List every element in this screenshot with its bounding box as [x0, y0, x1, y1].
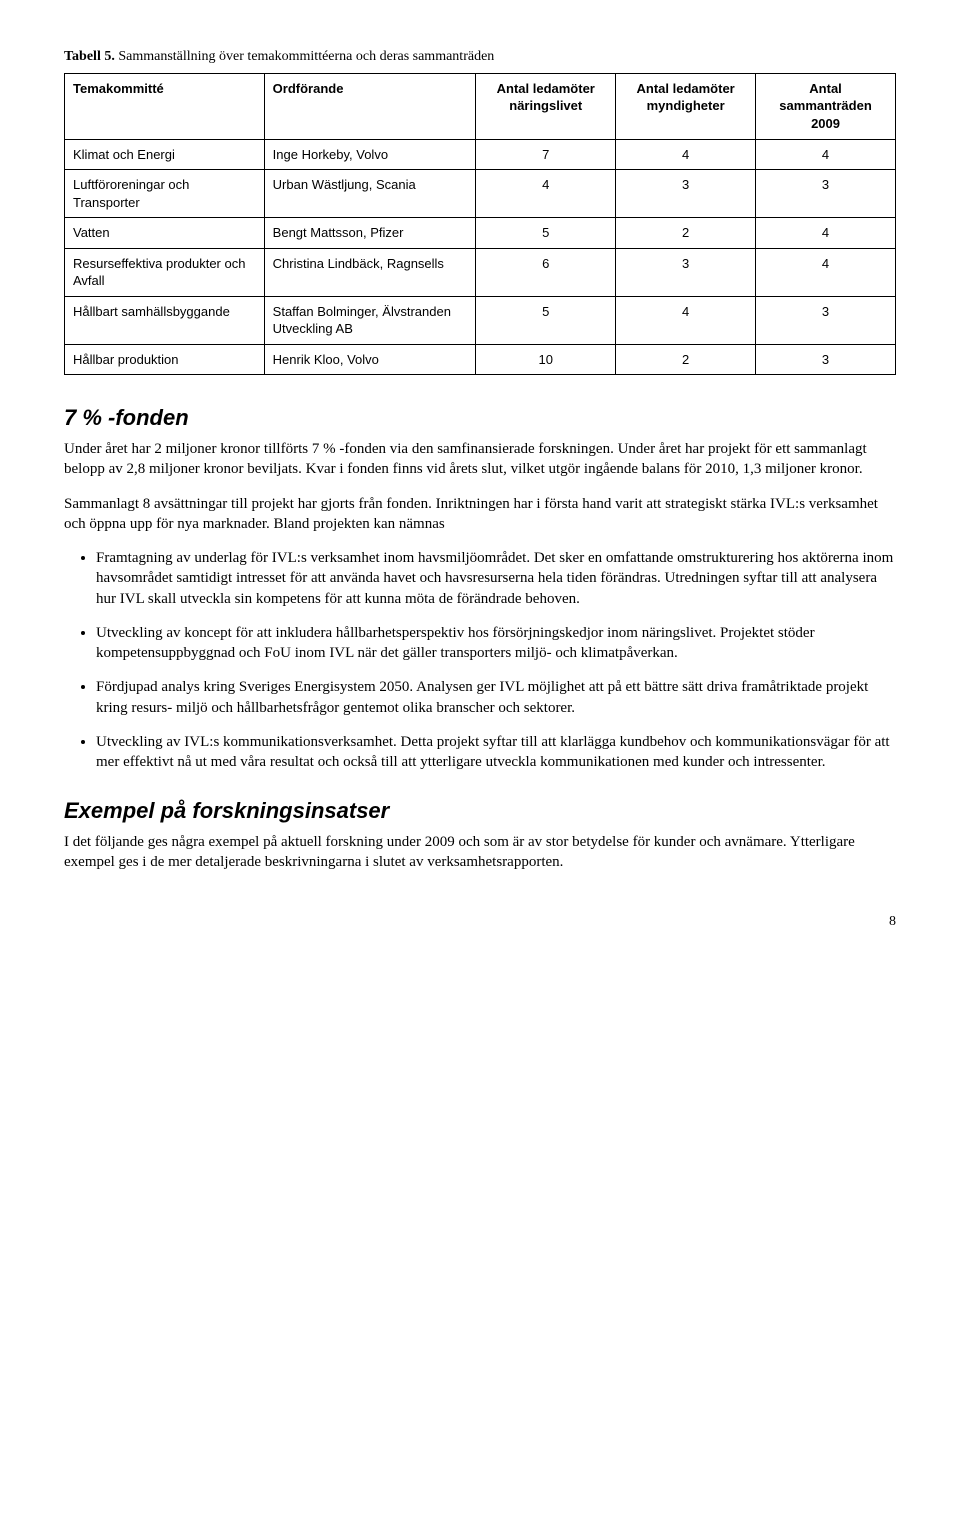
table-cell: 4	[756, 248, 896, 296]
body-paragraph: Under året har 2 miljoner kronor tillför…	[64, 439, 896, 480]
table-cell: 4	[616, 139, 756, 170]
table-cell: Urban Wästljung, Scania	[264, 170, 476, 218]
table-cell: 3	[616, 170, 756, 218]
table-row: VattenBengt Mattsson, Pfizer524	[65, 218, 896, 249]
table-cell: Hållbar produktion	[65, 344, 265, 375]
bullet-list: Framtagning av underlag för IVL:s verksa…	[64, 548, 896, 772]
table-row: Hållbart samhällsbyggandeStaffan Bolming…	[65, 296, 896, 344]
section-heading-fund: 7 % -fonden	[64, 403, 896, 433]
table-cell: 4	[756, 218, 896, 249]
body-paragraph: I det följande ges några exempel på aktu…	[64, 832, 896, 873]
table-cell: 6	[476, 248, 616, 296]
caption-label: Tabell 5.	[64, 49, 115, 64]
table-row: Resurseffektiva produkter och AvfallChri…	[65, 248, 896, 296]
table-cell: 4	[476, 170, 616, 218]
col-header: Antal ledamöter näringslivet	[476, 73, 616, 139]
table-cell: Bengt Mattsson, Pfizer	[264, 218, 476, 249]
table-cell: 2	[616, 344, 756, 375]
caption-text: Sammanställning över temakommittéerna oc…	[115, 49, 494, 64]
body-paragraph: Sammanlagt 8 avsättningar till projekt h…	[64, 494, 896, 535]
table-cell: 5	[476, 218, 616, 249]
list-item: Utveckling av IVL:s kommunikationsverksa…	[96, 732, 896, 773]
col-header: Ordförande	[264, 73, 476, 139]
col-header: Antal sammanträden 2009	[756, 73, 896, 139]
list-item: Utveckling av koncept för att inkludera …	[96, 623, 896, 664]
table-cell: 3	[756, 344, 896, 375]
page-number: 8	[64, 913, 896, 932]
table-row: Klimat och EnergiInge Horkeby, Volvo744	[65, 139, 896, 170]
table-cell: Klimat och Energi	[65, 139, 265, 170]
table-cell: 7	[476, 139, 616, 170]
table-cell: 4	[756, 139, 896, 170]
table-cell: Inge Horkeby, Volvo	[264, 139, 476, 170]
table-caption: Tabell 5. Sammanställning över temakommi…	[64, 48, 896, 67]
table-cell: Christina Lindbäck, Ragnsells	[264, 248, 476, 296]
list-item: Fördjupad analys kring Sveriges Energisy…	[96, 677, 896, 718]
table-cell: 3	[756, 296, 896, 344]
table-cell: 3	[756, 170, 896, 218]
table-cell: 10	[476, 344, 616, 375]
table-cell: Resurseffektiva produkter och Avfall	[65, 248, 265, 296]
table-cell: 3	[616, 248, 756, 296]
committee-table: Temakommitté Ordförande Antal ledamöter …	[64, 73, 896, 376]
col-header: Temakommitté	[65, 73, 265, 139]
table-row: Luftföroreningar och TransporterUrban Wä…	[65, 170, 896, 218]
table-cell: Hållbart samhällsbyggande	[65, 296, 265, 344]
list-item: Framtagning av underlag för IVL:s verksa…	[96, 548, 896, 609]
col-header: Antal ledamöter myndigheter	[616, 73, 756, 139]
table-cell: 4	[616, 296, 756, 344]
table-header-row: Temakommitté Ordförande Antal ledamöter …	[65, 73, 896, 139]
table-cell: Luftföroreningar och Transporter	[65, 170, 265, 218]
table-cell: Henrik Kloo, Volvo	[264, 344, 476, 375]
table-cell: Staffan Bolminger, Älvstranden Utvecklin…	[264, 296, 476, 344]
table-row: Hållbar produktionHenrik Kloo, Volvo1023	[65, 344, 896, 375]
table-cell: 5	[476, 296, 616, 344]
table-cell: Vatten	[65, 218, 265, 249]
table-cell: 2	[616, 218, 756, 249]
section-heading-research: Exempel på forskningsinsatser	[64, 796, 896, 826]
